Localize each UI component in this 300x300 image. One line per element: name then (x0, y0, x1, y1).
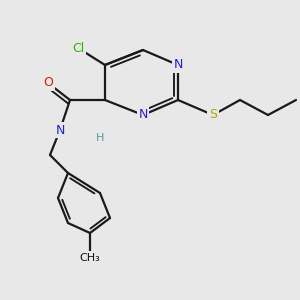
Text: Cl: Cl (72, 41, 84, 55)
Text: N: N (173, 58, 183, 71)
Text: CH₃: CH₃ (80, 253, 100, 263)
Text: H: H (96, 133, 104, 143)
Text: O: O (43, 76, 53, 89)
Text: S: S (209, 109, 217, 122)
Text: N: N (55, 124, 65, 136)
Text: N: N (138, 109, 148, 122)
